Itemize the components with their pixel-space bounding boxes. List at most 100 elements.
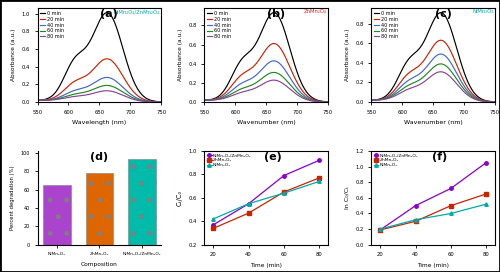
40 min (408, 77, 414, 80)
20 min (408, 69, 414, 72)
60 min (458, 84, 464, 87)
0 min (383, 94, 389, 97)
60 min (291, 87, 297, 91)
40 min (271, 59, 277, 63)
60 min (383, 97, 389, 100)
Line: NiMn₂O₄: NiMn₂O₄ (378, 202, 488, 231)
Y-axis label: Absorbance (a.u.): Absorbance (a.u.) (11, 29, 16, 81)
80 min (216, 98, 222, 101)
20 min (492, 100, 498, 104)
Line: 40 min: 40 min (372, 54, 495, 102)
60 min (408, 82, 414, 85)
80 min (202, 99, 207, 102)
40 min (124, 90, 130, 93)
0 min (458, 63, 464, 66)
NiMn₂O₄ (412, 218, 418, 221)
Line: ZnMn₂O₄: ZnMn₂O₄ (212, 176, 321, 230)
40 min (383, 96, 389, 100)
80 min (458, 88, 464, 91)
0 min (492, 100, 498, 103)
NiMn₂O₄ (316, 180, 322, 183)
40 min (124, 89, 130, 93)
40 min (291, 82, 297, 85)
20 min (458, 73, 464, 76)
NiMn₂O₄/ZnMn₂O₄ (281, 174, 287, 177)
0 min (292, 63, 298, 66)
60 min (271, 71, 277, 74)
0 min (75, 52, 81, 56)
Line: 60 min: 60 min (38, 85, 161, 102)
60 min (242, 86, 248, 89)
ZnMn₂O₄ (412, 220, 418, 223)
20 min (292, 76, 298, 79)
X-axis label: Composition: Composition (81, 262, 118, 267)
80 min (124, 96, 130, 99)
40 min (104, 76, 110, 79)
NiMn₂O₄ (448, 212, 454, 215)
80 min (292, 91, 298, 94)
60 min (438, 62, 444, 66)
Text: (e): (e) (264, 152, 281, 162)
NiMn₂O₄/ZnMn₂O₄ (377, 228, 383, 231)
Line: NiMn₂O₄: NiMn₂O₄ (212, 180, 321, 221)
NiMn₂O₄/ZnMn₂O₄ (412, 204, 418, 207)
0 min (34, 99, 40, 102)
20 min (271, 42, 277, 45)
Line: NiMn₂O₄/ZnMn₂O₄: NiMn₂O₄/ZnMn₂O₄ (378, 161, 488, 232)
X-axis label: Wavenumber (nm): Wavenumber (nm) (404, 120, 462, 125)
Legend: NiMn₂O₄/ZnMn₂O₄, ZnMn₂O₄, NiMn₂O₄: NiMn₂O₄/ZnMn₂O₄, ZnMn₂O₄, NiMn₂O₄ (372, 152, 420, 169)
40 min (492, 100, 498, 104)
NiMn₂O₄ (483, 202, 489, 206)
80 min (280, 82, 285, 85)
60 min (124, 94, 130, 97)
0 min (50, 94, 56, 97)
60 min (418, 78, 424, 81)
20 min (418, 63, 424, 66)
NiMn₂O₄/ZnMn₂O₄ (483, 161, 489, 164)
Bar (128, 159, 156, 245)
Y-axis label: ln C₀/Cₜ: ln C₀/Cₜ (345, 186, 350, 209)
Line: 60 min: 60 min (204, 72, 328, 102)
20 min (202, 99, 207, 102)
0 min (124, 63, 130, 66)
40 min (250, 76, 256, 79)
NiMn₂O₄ (210, 217, 216, 221)
80 min (124, 95, 130, 99)
ZnMn₂O₄ (281, 190, 287, 194)
Line: 0 min: 0 min (38, 13, 161, 102)
40 min (75, 88, 81, 91)
20 min (280, 50, 285, 53)
80 min (492, 100, 498, 104)
80 min (438, 70, 444, 73)
20 min (34, 99, 40, 102)
0 min (112, 23, 118, 27)
40 min (202, 99, 207, 102)
20 min (112, 63, 118, 66)
Y-axis label: Absorbance (a.u.): Absorbance (a.u.) (345, 29, 350, 81)
Legend: NiMn₂O₄/ZnMn₂O₄, ZnMn₂O₄, NiMn₂O₄: NiMn₂O₄/ZnMn₂O₄, ZnMn₂O₄, NiMn₂O₄ (206, 152, 253, 169)
60 min (202, 99, 207, 102)
Line: 0 min: 0 min (372, 13, 495, 102)
60 min (458, 84, 464, 88)
60 min (216, 97, 222, 101)
Line: 40 min: 40 min (38, 78, 161, 102)
X-axis label: Time (min): Time (min) (417, 263, 449, 268)
80 min (408, 86, 414, 89)
0 min (458, 61, 464, 64)
60 min (280, 75, 285, 78)
60 min (446, 67, 452, 71)
20 min (383, 95, 389, 99)
Text: (d): (d) (90, 152, 108, 162)
80 min (368, 99, 374, 102)
60 min (112, 86, 118, 89)
20 min (250, 65, 256, 68)
20 min (124, 82, 130, 86)
Line: NiMn₂O₄/ZnMn₂O₄: NiMn₂O₄/ZnMn₂O₄ (212, 159, 321, 227)
0 min (418, 46, 424, 49)
40 min (34, 99, 40, 102)
60 min (34, 99, 40, 102)
Text: (c): (c) (434, 9, 452, 19)
Line: 80 min: 80 min (204, 80, 328, 102)
60 min (368, 99, 374, 102)
ZnMn₂O₄ (210, 227, 216, 230)
